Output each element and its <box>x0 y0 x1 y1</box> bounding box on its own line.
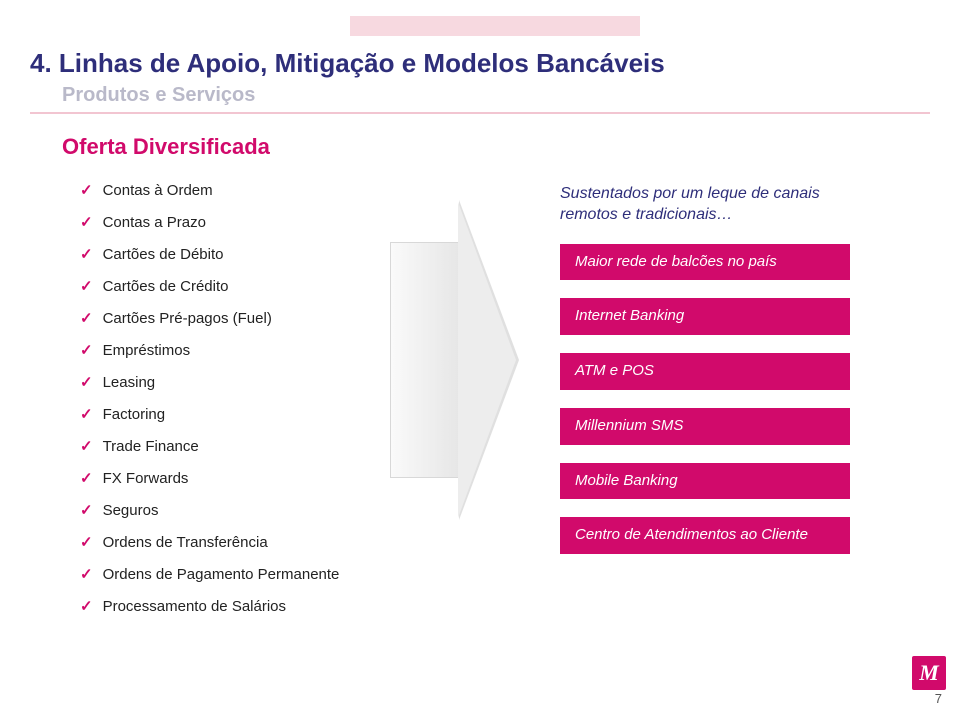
channel-pill: Internet Banking <box>560 298 850 335</box>
check-icon: ✓ <box>80 246 93 264</box>
check-icon: ✓ <box>80 566 93 584</box>
check-icon: ✓ <box>80 406 93 424</box>
header-accent-bar <box>350 16 640 36</box>
list-item-label: Trade Finance <box>103 438 199 455</box>
lead-text: Sustentados por um leque de canais remot… <box>560 184 850 226</box>
flow-arrow <box>390 200 520 520</box>
list-item: ✓ Contas a Prazo <box>80 214 380 232</box>
check-icon: ✓ <box>80 438 93 456</box>
check-icon: ✓ <box>80 182 93 200</box>
channel-pill: Mobile Banking <box>560 463 850 500</box>
channel-pill: Maior rede de balcões no país <box>560 244 850 281</box>
channels-column: Sustentados por um leque de canais remot… <box>560 184 850 572</box>
channel-pill: Millennium SMS <box>560 408 850 445</box>
list-item: ✓ Contas à Ordem <box>80 182 380 200</box>
check-icon: ✓ <box>80 502 93 520</box>
check-icon: ✓ <box>80 310 93 328</box>
check-icon: ✓ <box>80 342 93 360</box>
list-item: ✓ Ordens de Transferência <box>80 534 380 552</box>
check-icon: ✓ <box>80 470 93 488</box>
list-item-label: Ordens de Transferência <box>103 534 268 551</box>
page-title: 4. Linhas de Apoio, Mitigação e Modelos … <box>30 48 665 79</box>
list-item: ✓ Empréstimos <box>80 342 380 360</box>
section-heading: Oferta Diversificada <box>62 134 270 160</box>
check-icon: ✓ <box>80 598 93 616</box>
list-item: ✓ Seguros <box>80 502 380 520</box>
channel-pill: ATM e POS <box>560 353 850 390</box>
brand-logo: M <box>912 656 946 690</box>
list-item: ✓ Cartões de Débito <box>80 246 380 264</box>
list-item-label: Empréstimos <box>103 342 191 359</box>
check-icon: ✓ <box>80 534 93 552</box>
list-item-label: Seguros <box>103 502 159 519</box>
list-item-label: Leasing <box>103 374 156 391</box>
list-item: ✓ FX Forwards <box>80 470 380 488</box>
list-item-label: Factoring <box>103 406 166 423</box>
check-icon: ✓ <box>80 374 93 392</box>
list-item-label: Contas à Ordem <box>103 182 213 199</box>
page-number: 7 <box>935 691 942 706</box>
list-item: ✓ Ordens de Pagamento Permanente <box>80 566 380 584</box>
list-item-label: Cartões Pré-pagos (Fuel) <box>103 310 272 327</box>
list-item-label: Cartões de Crédito <box>103 278 229 295</box>
list-item: ✓ Cartões de Crédito <box>80 278 380 296</box>
list-item: ✓ Leasing <box>80 374 380 392</box>
check-icon: ✓ <box>80 278 93 296</box>
title-divider <box>30 112 930 114</box>
brand-logo-letter: M <box>919 660 939 686</box>
list-item-label: FX Forwards <box>103 470 189 487</box>
list-item: ✓ Cartões Pré-pagos (Fuel) <box>80 310 380 328</box>
list-item-label: Ordens de Pagamento Permanente <box>103 566 340 583</box>
list-item-label: Contas a Prazo <box>103 214 206 231</box>
list-item: ✓ Factoring <box>80 406 380 424</box>
channel-pill: Centro de Atendimentos ao Cliente <box>560 517 850 554</box>
page-subtitle: Produtos e Serviços <box>62 84 255 107</box>
list-item-label: Cartões de Débito <box>103 246 224 263</box>
product-checklist: ✓ Contas à Ordem ✓ Contas a Prazo ✓ Cart… <box>80 182 380 630</box>
list-item-label: Processamento de Salários <box>103 598 286 615</box>
check-icon: ✓ <box>80 214 93 232</box>
list-item: ✓ Processamento de Salários <box>80 598 380 616</box>
list-item: ✓ Trade Finance <box>80 438 380 456</box>
